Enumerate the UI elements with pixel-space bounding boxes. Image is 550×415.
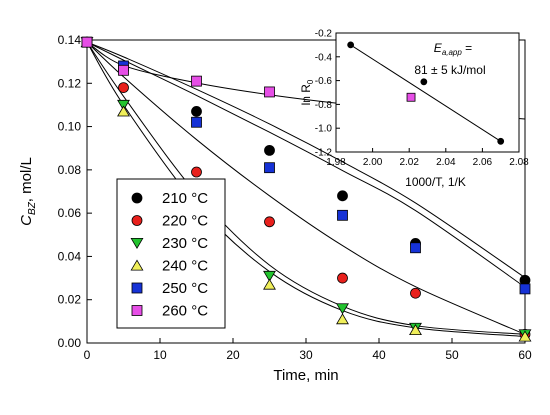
arrhenius-fit-line bbox=[350, 44, 501, 142]
y-tick-label: 0.00 bbox=[58, 336, 82, 350]
data-point bbox=[118, 82, 129, 94]
arrhenius-point bbox=[347, 41, 355, 49]
y-tick-label: 0.10 bbox=[58, 120, 82, 134]
x-tick-label: 50 bbox=[445, 348, 459, 362]
x-tick-label: 40 bbox=[372, 348, 386, 362]
data-point bbox=[263, 270, 276, 282]
data-point bbox=[519, 283, 531, 295]
inset-x-axis-title: 1000/T, 1/K bbox=[405, 175, 466, 189]
inset-y-tick-label: -0.4 bbox=[315, 52, 333, 63]
data-point bbox=[336, 303, 349, 315]
data-point bbox=[337, 190, 348, 202]
fit-curve bbox=[86, 41, 526, 288]
data-point bbox=[264, 86, 275, 98]
activation-energy-label: Ea,app = bbox=[434, 41, 472, 57]
legend-label: 220 °C bbox=[162, 213, 208, 230]
inset-y-tick-label: -0.8 bbox=[315, 100, 333, 111]
legend: 210 °C 220 °C 230 °C 240 °C 250 °C 260 °C bbox=[116, 178, 226, 329]
arrhenius-point bbox=[420, 78, 428, 86]
data-point bbox=[264, 162, 275, 174]
inset-x-tick-label: 2.06 bbox=[473, 157, 493, 168]
legend-marker bbox=[130, 259, 144, 271]
data-point bbox=[410, 287, 421, 299]
data-point bbox=[191, 75, 202, 87]
fit-curve bbox=[86, 41, 526, 279]
inset-frame bbox=[335, 32, 520, 153]
data-point bbox=[264, 216, 275, 228]
x-tick-label: 60 bbox=[518, 348, 532, 362]
data-point bbox=[264, 144, 275, 156]
y-tick-label: 0.06 bbox=[58, 206, 82, 220]
inset-x-tick-label: 1.98 bbox=[326, 157, 346, 168]
arrhenius-point bbox=[497, 137, 505, 145]
inset-x-tick-label: 2.04 bbox=[436, 157, 456, 168]
data-point bbox=[263, 278, 276, 290]
fit-curve bbox=[86, 41, 526, 335]
inset-y-tick-label: -1.2 bbox=[315, 148, 333, 159]
inset-y-axis-title: ln R0 bbox=[299, 79, 315, 105]
data-point bbox=[409, 324, 422, 336]
x-tick-label: 0 bbox=[84, 348, 91, 362]
legend-box bbox=[116, 178, 226, 329]
legend-marker bbox=[131, 192, 143, 204]
y-tick-label: 0.12 bbox=[58, 76, 82, 90]
data-point bbox=[518, 330, 532, 342]
legend-label: 260 °C bbox=[162, 303, 208, 320]
inset-y-tick-label: -1.0 bbox=[315, 124, 333, 135]
overlay-point bbox=[406, 92, 416, 102]
legend-marker bbox=[131, 215, 143, 226]
inset-y-tick-label: -0.2 bbox=[315, 29, 333, 40]
legend-label: 240 °C bbox=[162, 258, 208, 275]
data-point bbox=[336, 313, 349, 325]
y-tick-label: 0.04 bbox=[58, 249, 82, 263]
x-axis-title: Time, min bbox=[273, 367, 338, 384]
legend-label: 230 °C bbox=[162, 235, 208, 252]
x-tick-label: 20 bbox=[226, 348, 240, 362]
activation-energy-value: 81 ± 5 kJ/mol bbox=[414, 63, 485, 77]
data-point bbox=[337, 209, 348, 221]
data-point bbox=[117, 99, 130, 111]
legend-marker bbox=[130, 237, 144, 249]
inset-y-tick-label: -0.6 bbox=[315, 76, 333, 87]
data-point bbox=[337, 272, 348, 284]
x-tick-label: 30 bbox=[299, 348, 313, 362]
inset-x-tick-label: 2.00 bbox=[363, 157, 383, 168]
legend-marker bbox=[131, 305, 143, 316]
legend-marker bbox=[131, 282, 143, 294]
legend-label: 250 °C bbox=[162, 280, 208, 297]
y-tick-label: 0.08 bbox=[58, 163, 82, 177]
data-point bbox=[81, 36, 93, 48]
data-point bbox=[118, 64, 129, 76]
inset-x-tick-label: 2.02 bbox=[399, 157, 419, 168]
y-axis-title: CBZ, mol/L bbox=[18, 157, 38, 226]
inset-x-tick-label: 2.08 bbox=[509, 157, 529, 168]
data-point bbox=[191, 116, 202, 128]
data-point bbox=[410, 242, 421, 254]
y-tick-label: 0.14 bbox=[58, 33, 82, 47]
data-point bbox=[117, 105, 130, 117]
data-point bbox=[191, 166, 202, 178]
y-tick-label: 0.02 bbox=[58, 293, 82, 307]
x-tick-label: 10 bbox=[153, 348, 167, 362]
inset-plot: 1.98 2.00 2.02 2.04 2.06 2.08 -1.2 -1.0 -0.8 -0.6… bbox=[299, 29, 529, 190]
data-point bbox=[191, 106, 202, 117]
legend-label: 210 °C bbox=[162, 190, 208, 207]
